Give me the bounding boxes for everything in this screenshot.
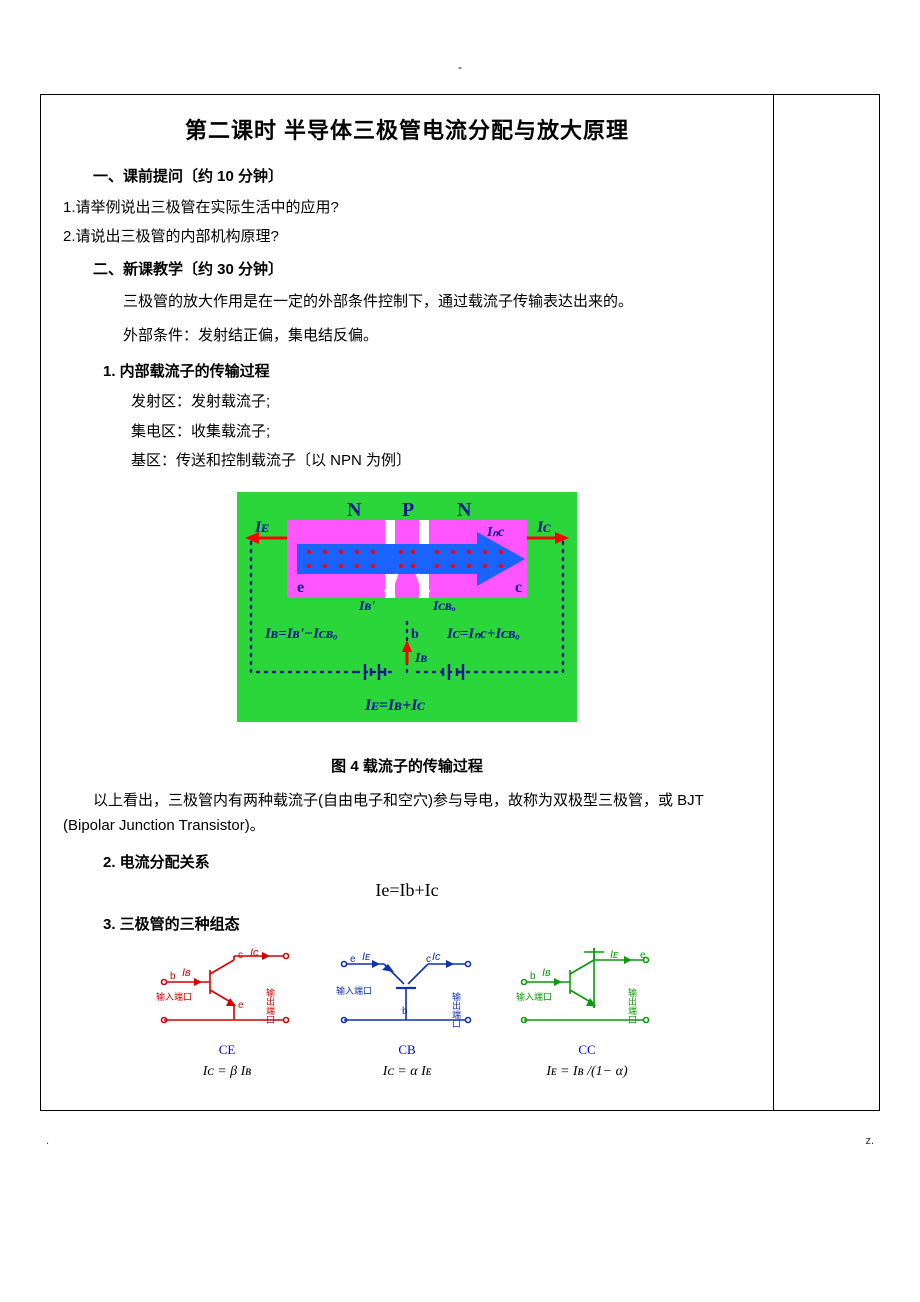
carrier-diagram-svg: N P N	[237, 492, 577, 722]
svg-text:c: c	[426, 954, 431, 965]
svg-text:输出端口: 输出端口	[451, 990, 461, 1027]
section-2-heading: 二、新课教学〔约 30 分钟〕	[93, 258, 751, 279]
section-2-intro-2: 外部条件：发射结正偏，集电结反偏。	[123, 323, 751, 349]
svg-text:Iₙc: Iₙc	[486, 525, 505, 540]
svg-text:Iʙ=Iʙ'−Iᴄʙₒ: Iʙ=Iʙ'−Iᴄʙₒ	[264, 626, 338, 642]
svg-text:输入端口: 输入端口	[336, 985, 372, 996]
paragraph-bjt: 以上看出，三极管内有两种载流子(自由电子和空穴)参与导电，故称为双极型三极管，或…	[63, 788, 751, 839]
svg-text:Iᴇ=Iʙ+Iᴄ: Iᴇ=Iʙ+Iᴄ	[364, 697, 425, 714]
config-cc-svg: Iʙ Iᴇ 输入端口 输出端口 b e	[512, 948, 662, 1038]
svg-text:N: N	[347, 499, 362, 521]
subsection-2-heading: 2. 电流分配关系	[103, 851, 751, 872]
svg-text:Iᴇ: Iᴇ	[254, 519, 269, 536]
config-ce: Iʙ Iᴄ 输入端口 输出端口 b c e CE Iᴄ = β Iʙ	[152, 948, 302, 1080]
footer-left: .	[46, 1135, 49, 1147]
config-ce-label: CE	[152, 1042, 302, 1058]
side-column	[774, 95, 879, 1110]
svg-text:输出端口: 输出端口	[265, 986, 275, 1023]
subsection-1-heading: 1. 内部载流子的传输过程	[103, 360, 751, 381]
svg-text:N: N	[457, 499, 472, 521]
svg-text:b: b	[530, 971, 536, 982]
config-cb-eq: Iᴄ = α Iᴇ	[332, 1064, 482, 1080]
config-cb-svg: Iᴇ Iᴄ 输入端口 输出端口 e c b	[332, 948, 482, 1038]
main-column: 第二课时 半导体三极管电流分配与放大原理 一、课前提问〔约 10 分钟〕 1.请…	[41, 95, 774, 1110]
carrier-diagram: N P N	[237, 492, 577, 727]
config-ce-eq: Iᴄ = β Iʙ	[152, 1064, 302, 1080]
svg-text:e: e	[238, 1000, 244, 1011]
svg-text:Iʙ: Iʙ	[414, 651, 427, 666]
page-frame: 第二课时 半导体三极管电流分配与放大原理 一、课前提问〔约 10 分钟〕 1.请…	[40, 94, 880, 1111]
svg-text:Iʙ': Iʙ'	[358, 599, 375, 614]
svg-text:Iᴇ: Iᴇ	[362, 951, 371, 963]
current-formula: Ie=Ib+Ic	[63, 880, 751, 901]
svg-text:Iᴄʙₒ: Iᴄʙₒ	[432, 599, 456, 614]
subsection-1-line-2: 集电区：收集载流子;	[131, 419, 751, 445]
config-cb: Iᴇ Iᴄ 输入端口 输出端口 e c b CB Iᴄ = α Iᴇ	[332, 948, 482, 1080]
svg-text:e: e	[350, 954, 356, 965]
config-cc-label: CC	[512, 1042, 662, 1058]
subsection-1-line-3: 基区：传送和控制载流子〔以 NPN 为例〕	[131, 448, 751, 474]
config-ce-svg: Iʙ Iᴄ 输入端口 输出端口 b c e	[152, 948, 302, 1038]
svg-text:b: b	[411, 627, 419, 642]
svg-text:Iᴄ=Iₙc+Iᴄʙₒ: Iᴄ=Iₙc+Iᴄʙₒ	[446, 626, 520, 642]
subsection-1-line-1: 发射区：发射载流子;	[131, 389, 751, 415]
config-cb-label: CB	[332, 1042, 482, 1058]
svg-text:输入端口: 输入端口	[516, 991, 552, 1002]
svg-text:Iᴄ: Iᴄ	[536, 519, 551, 536]
svg-text:b: b	[170, 971, 176, 982]
configurations-row: Iʙ Iᴄ 输入端口 输出端口 b c e CE Iᴄ = β Iʙ	[63, 948, 751, 1080]
svg-text:e: e	[297, 579, 304, 596]
svg-text:Iʙ: Iʙ	[542, 967, 551, 979]
config-cc-eq: Iᴇ = Iʙ /(1− α)	[512, 1064, 662, 1080]
question-1: 1.请举例说出三极管在实际生活中的应用?	[63, 196, 751, 217]
page-top-mark: -	[40, 60, 880, 74]
svg-text:输入端口: 输入端口	[156, 991, 192, 1002]
section-2-intro-1: 三极管的放大作用是在一定的外部条件控制下，通过载流子传输表达出来的。	[123, 289, 751, 315]
lesson-title: 第二课时 半导体三极管电流分配与放大原理	[63, 113, 751, 145]
question-2: 2.请说出三极管的内部机构原理?	[63, 225, 751, 246]
svg-text:输出端口: 输出端口	[627, 986, 637, 1023]
svg-text:Iʙ: Iʙ	[182, 967, 191, 979]
svg-text:b: b	[402, 1006, 408, 1017]
svg-text:c: c	[515, 579, 522, 596]
svg-text:c: c	[238, 950, 243, 961]
svg-text:e: e	[640, 950, 646, 961]
page-footer: . z.	[40, 1135, 880, 1147]
svg-text:Iᴇ: Iᴇ	[610, 949, 619, 961]
footer-right: z.	[865, 1135, 874, 1147]
svg-text:P: P	[402, 499, 414, 521]
svg-text:Iᴄ: Iᴄ	[250, 948, 259, 959]
svg-text:Iᴄ: Iᴄ	[432, 951, 441, 963]
section-1-heading: 一、课前提问〔约 10 分钟〕	[93, 165, 751, 186]
diagram-caption: 图 4 载流子的传输过程	[63, 755, 751, 776]
config-cc: Iʙ Iᴇ 输入端口 输出端口 b e CC Iᴇ = Iʙ /(1− α)	[512, 948, 662, 1080]
subsection-3-heading: 3. 三极管的三种组态	[103, 913, 751, 934]
